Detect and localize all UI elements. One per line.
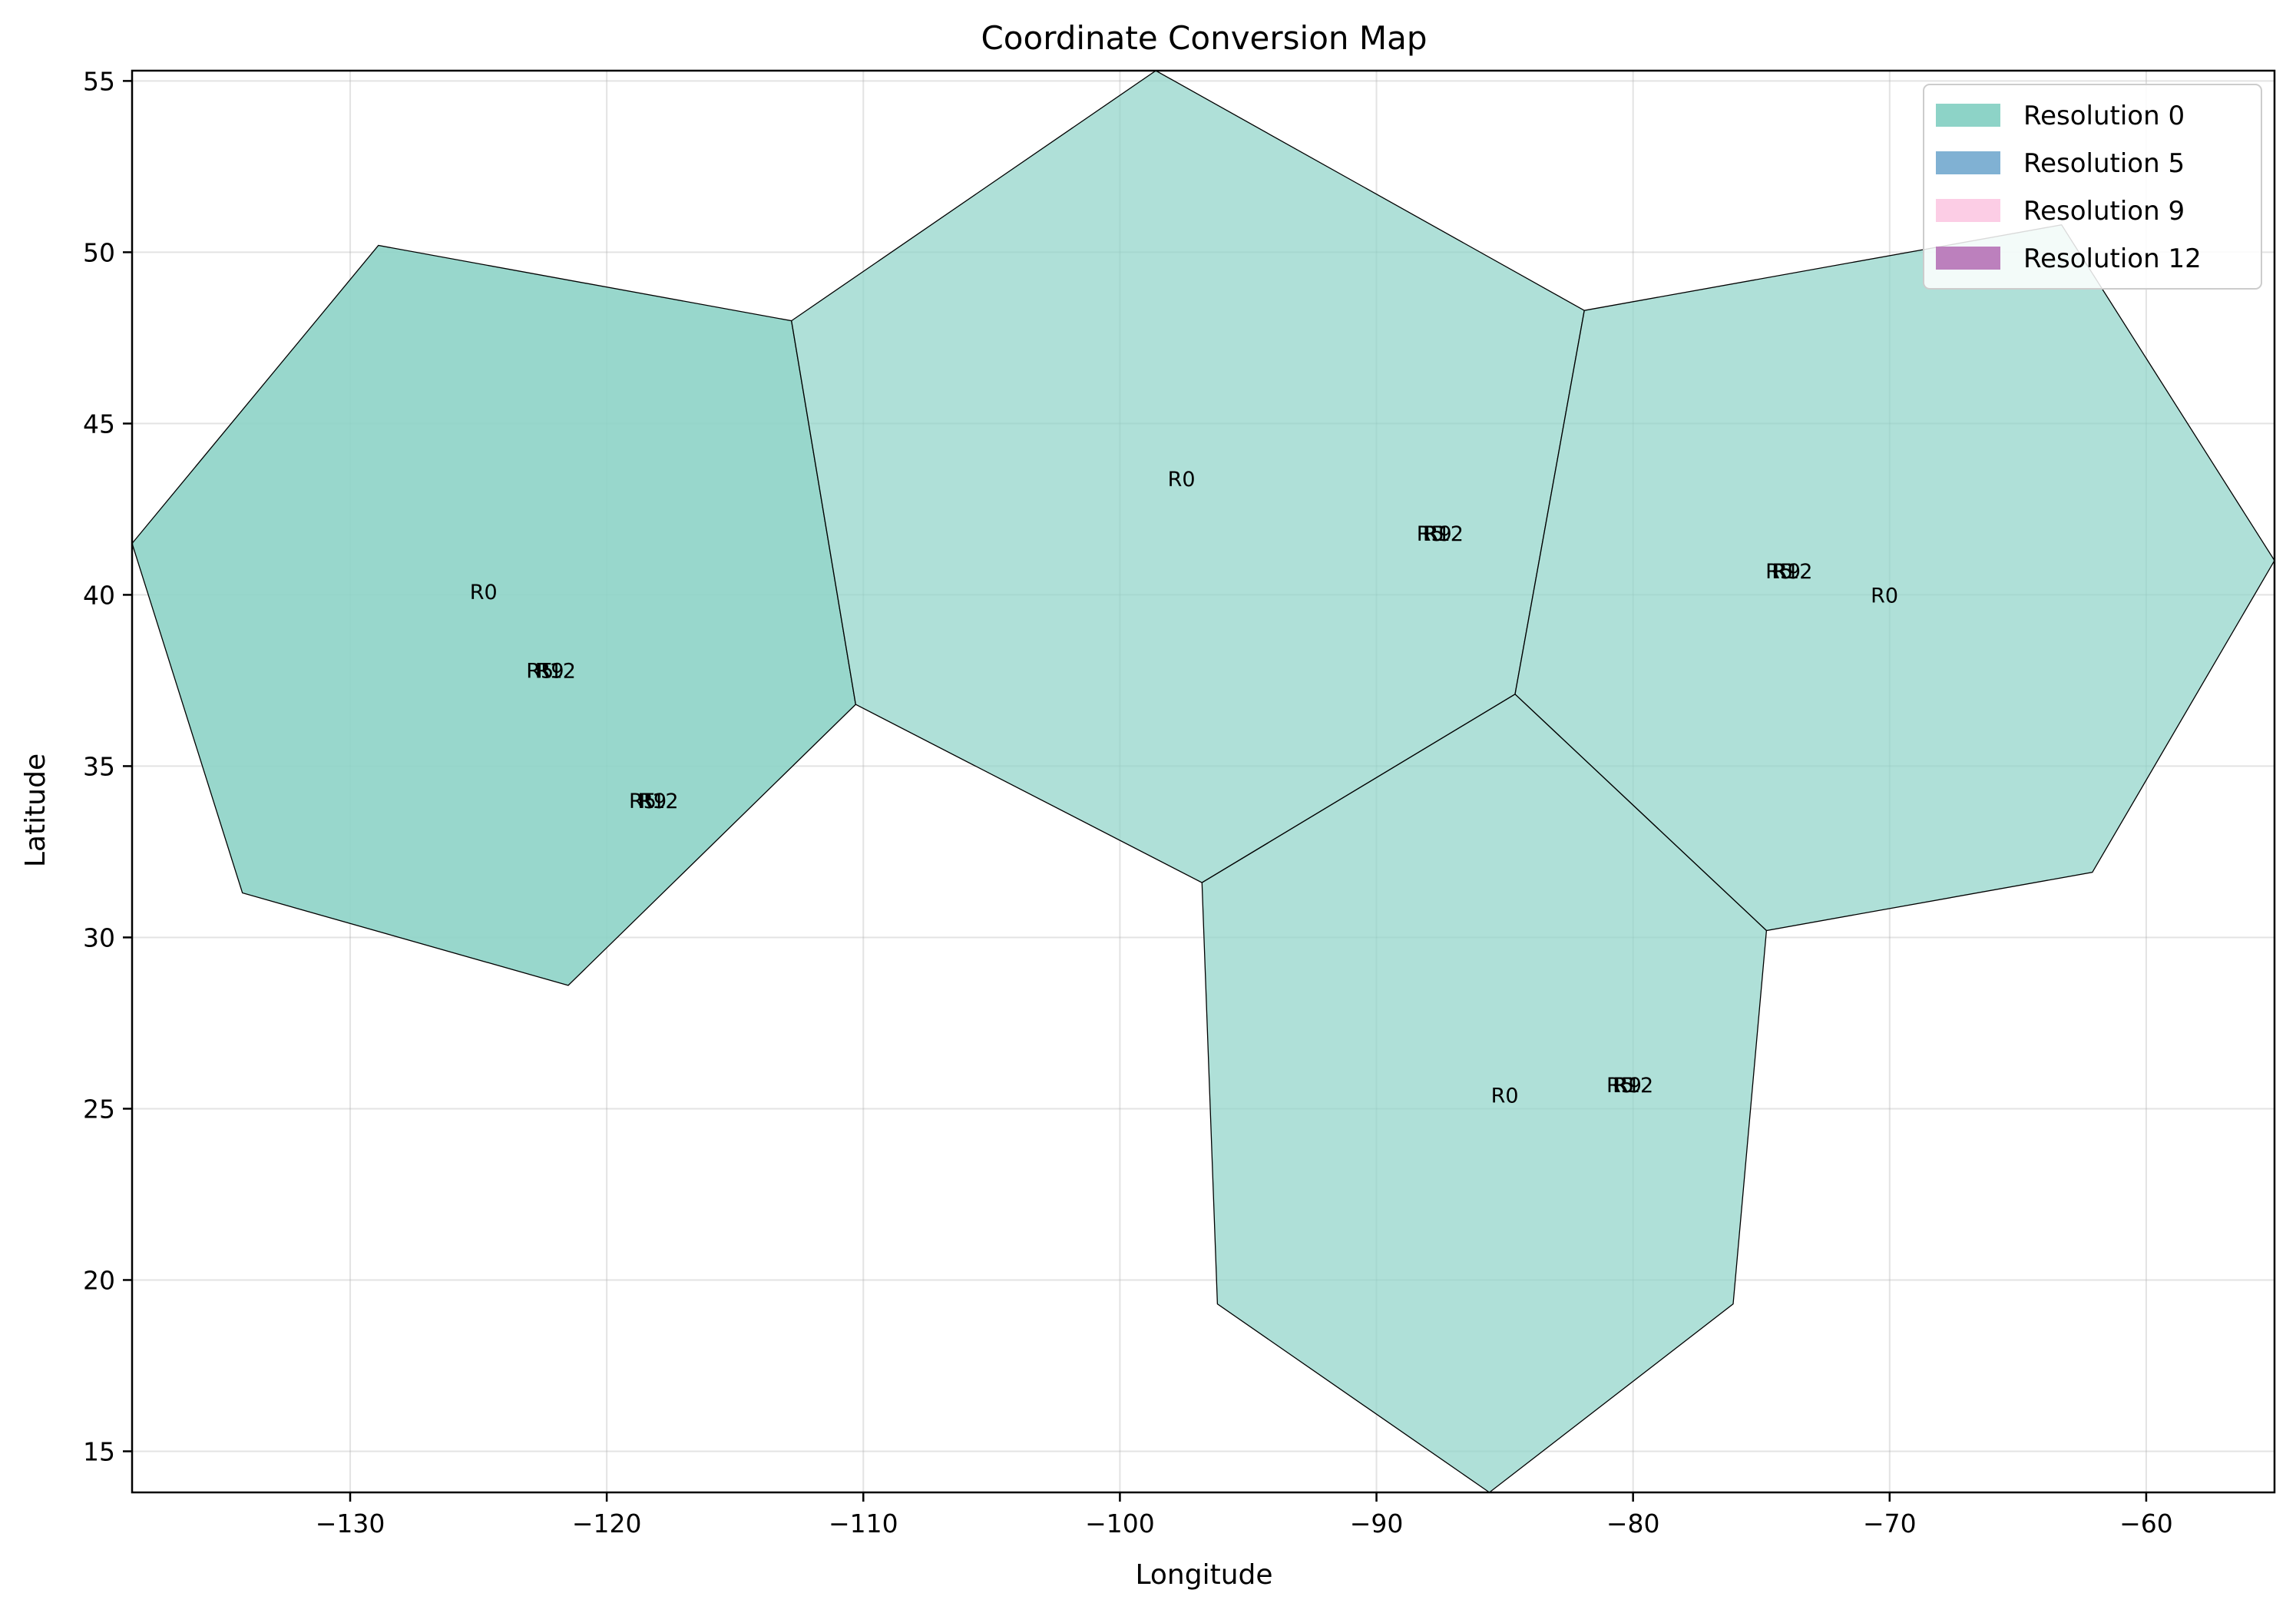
legend-box [1923,84,2262,290]
cell-label: R12 [637,790,678,813]
y-tick-label: 30 [83,922,115,952]
cell-label: R12 [1613,1074,1653,1098]
cell-label: R12 [1423,522,1464,546]
cell-label: R12 [535,660,576,684]
cell-label: R9 [537,660,564,684]
x-tick-label: −90 [1350,1509,1404,1538]
cell-label: R9 [1773,560,1801,584]
legend-label: Resolution 12 [2023,243,2202,274]
y-tick-label: 20 [83,1265,115,1295]
cell-label: R5 [1765,560,1793,584]
x-tick-label: −120 [572,1509,642,1538]
x-axis-label: Longitude [1135,1559,1272,1591]
cell-label: R5 [526,660,554,684]
y-tick-label: 55 [83,66,115,96]
x-tick-label: −80 [1606,1509,1660,1538]
x-tick-label: −70 [1863,1509,1917,1538]
x-tick-label: −130 [316,1509,385,1538]
legend-label: Resolution 9 [2023,196,2185,227]
cell-label: R9 [1424,522,1452,546]
legend: Resolution 0 Resolution 5 Resolution 9 Reso… [1923,84,2262,290]
y-tick-label: 35 [83,751,115,781]
cell-label: R12 [1772,560,1812,584]
x-tick-label: −60 [2119,1509,2173,1538]
y-tick-label: 15 [83,1436,115,1466]
legend-label: Resolution 5 [2023,148,2185,179]
cell-label: R0 [1168,468,1196,492]
cell-label: R0 [470,581,498,604]
y-axis-ticks: 15 20 25 30 35 40 45 50 55 [83,66,132,1466]
x-tick-label: −110 [829,1509,898,1538]
x-axis-ticks: −130 −120 −110 −100 −90 −80 −70 −60 [316,1492,2173,1538]
plot-frame [131,69,2276,1494]
hex-cell [1201,693,1768,1493]
cell-label: R9 [1614,1074,1642,1098]
cell-label: R9 [639,790,667,813]
x-tick-label: −100 [1085,1509,1155,1538]
y-tick-label: 40 [83,580,115,610]
cell-label: R5 [1606,1074,1634,1098]
cell-label: R0 [1491,1085,1519,1108]
y-tick-label: 50 [83,237,115,267]
legend-swatch [1936,247,2000,270]
y-axis-label: Latitude [20,754,51,867]
chart-title: Coordinate Conversion Map [981,19,1427,57]
cells [131,70,2275,1493]
cell-label: R5 [629,790,657,813]
cell-label: R5 [1417,522,1444,546]
y-tick-label: 25 [83,1094,115,1124]
legend-swatch [1936,104,2000,127]
legend-swatch [1936,199,2000,222]
cell-label: R0 [1871,584,1898,608]
legend-label: Resolution 0 [2023,101,2185,131]
annotations: R0R0R0R0R5R9R12R5R9R12R5R9R12R5R9R12R5R9… [470,468,1898,1108]
legend-swatch [1936,151,2000,174]
y-tick-label: 45 [83,409,115,439]
